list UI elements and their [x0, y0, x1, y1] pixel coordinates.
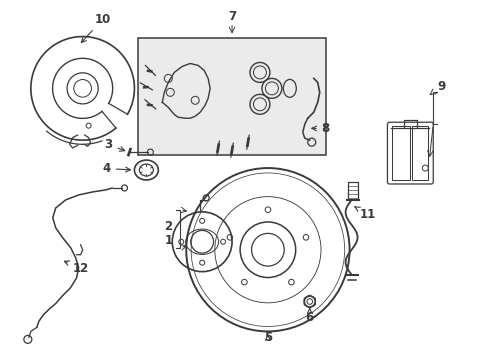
Text: 6: 6: [305, 309, 313, 324]
Text: 2: 2: [164, 220, 172, 233]
Text: 1: 1: [164, 234, 172, 247]
Text: 4: 4: [102, 162, 130, 175]
Text: 11: 11: [354, 207, 375, 221]
Bar: [392, 126, 409, 180]
Text: 7: 7: [227, 10, 236, 23]
Text: 3: 3: [104, 138, 124, 151]
Text: 5: 5: [263, 331, 271, 345]
Text: 9: 9: [436, 80, 445, 93]
Text: 8: 8: [311, 122, 329, 135]
Text: 12: 12: [64, 261, 89, 275]
Bar: [138, 37, 325, 155]
Bar: [411, 126, 427, 180]
Text: 10: 10: [81, 13, 111, 42]
